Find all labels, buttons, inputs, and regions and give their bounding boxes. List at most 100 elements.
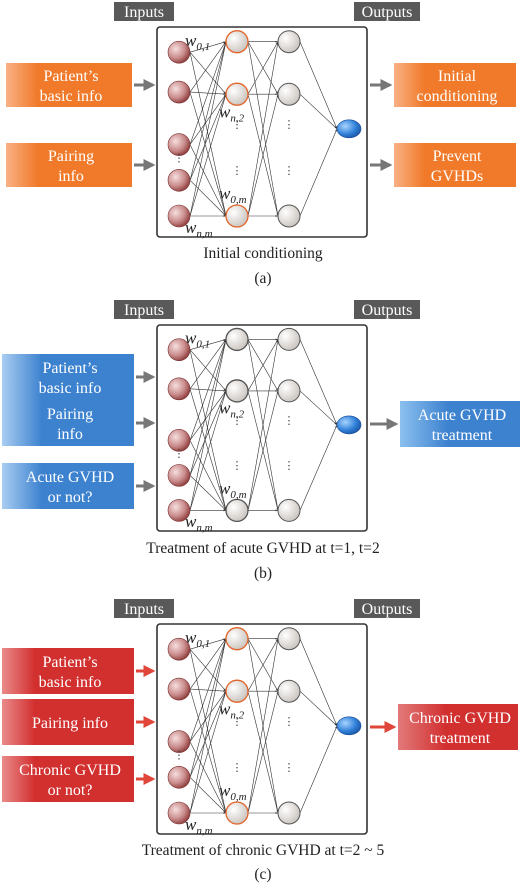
hidden-node-layer1 (225, 679, 249, 703)
edge (189, 41, 227, 181)
input-box-label: Chronic GVHD (19, 762, 121, 779)
edge (189, 638, 227, 690)
input-box-label: or not? (48, 489, 93, 506)
ellipsis-dots: ⋮ (284, 118, 295, 131)
input-node (167, 429, 191, 452)
input-box-label: basic info (39, 674, 102, 691)
input-box-2 (2, 463, 134, 509)
weight-label: w0,m (219, 479, 247, 501)
weight-label: w0,1 (185, 329, 210, 351)
edge (247, 339, 279, 392)
hidden-node-layer2 (277, 379, 301, 403)
edge (299, 424, 338, 511)
hidden-node-layer2 (277, 627, 301, 651)
weight-label: wn,m (185, 815, 213, 837)
hidden-node-layer2 (277, 679, 301, 703)
output-box-label: conditioning (417, 88, 498, 105)
edge (247, 339, 279, 511)
edge (189, 638, 227, 814)
output-box-label: Initial (438, 68, 477, 85)
panel-letter: (a) (254, 270, 271, 287)
input-box-label: info (58, 168, 84, 185)
inputs-header (114, 2, 174, 21)
input-node (167, 637, 191, 661)
input-box-label: Pairing (48, 148, 94, 165)
edge (299, 93, 338, 130)
input-box-1 (2, 699, 134, 745)
edge (189, 649, 227, 814)
weight-label: w0,1 (185, 31, 210, 53)
input-node (167, 801, 191, 825)
hidden-node-layer1 (225, 82, 249, 106)
edge (189, 690, 227, 778)
output-box-label: GVHDs (431, 168, 483, 185)
output-box-label: treatment (432, 427, 493, 444)
hidden-node-layer1 (225, 801, 249, 825)
input-box-label: basic info (40, 88, 103, 105)
weight-label: w0,m (219, 184, 247, 206)
weight-label: w0,1 (185, 628, 210, 650)
ellipsis-dots: ⋮ (284, 761, 295, 774)
input-box-label: Acute GVHD (26, 469, 114, 486)
input-box-label: or not? (48, 782, 93, 799)
input-box-label: info (57, 426, 83, 443)
inputs-header (114, 300, 174, 319)
outputs-header (354, 599, 420, 618)
hidden-node-layer2 (277, 498, 301, 522)
edge (189, 339, 227, 390)
input-box-2 (2, 756, 134, 802)
inputs-header-label: Inputs (124, 601, 164, 618)
panel-caption: Treatment of acute GVHD at t=1, t=2 (146, 540, 379, 557)
edge (247, 93, 279, 217)
output-box-label: Chronic GVHD (409, 710, 511, 727)
outputs-header (354, 300, 420, 319)
weight-label: wn,2 (219, 102, 245, 124)
edge (299, 725, 338, 814)
input-box-label: basic info (39, 380, 102, 397)
ellipsis-dots: ⋮ (284, 164, 295, 177)
hidden-node-layer1 (225, 204, 249, 228)
ellipsis-dots: ⋮ (174, 748, 185, 761)
output-box-label: treatment (430, 730, 491, 747)
edge (189, 93, 227, 181)
edge (189, 349, 227, 511)
edge (299, 690, 338, 727)
output-box-label: Acute GVHD (418, 407, 506, 424)
edge (247, 390, 279, 511)
hidden-node-layer1 (225, 327, 249, 352)
weight-label: wn,2 (219, 699, 245, 721)
edge (189, 390, 227, 511)
output-box-1 (394, 143, 516, 187)
input-node (167, 169, 191, 192)
edge (189, 339, 227, 511)
input-box-0 (6, 63, 132, 107)
edge (247, 41, 279, 95)
output-node (336, 716, 362, 736)
edge (189, 390, 227, 476)
ellipsis-dots: ⋮ (174, 447, 185, 460)
hidden-node-layer2 (277, 327, 301, 351)
output-box-0 (394, 63, 516, 107)
edge (299, 638, 338, 727)
edge (189, 41, 227, 217)
edge (189, 690, 227, 814)
input-box-0 (2, 648, 134, 694)
weight-label: w0,m (219, 781, 247, 803)
edge (299, 390, 338, 426)
edge (189, 52, 227, 95)
input-node (167, 464, 191, 487)
edge (189, 649, 227, 692)
input-node (167, 40, 191, 64)
network-frame (156, 324, 368, 532)
input-box-label: Pairing (47, 406, 93, 423)
edge (299, 128, 338, 217)
input-node (167, 204, 191, 228)
edge (189, 339, 227, 351)
ellipsis-dots: ⋮ (232, 459, 243, 472)
edge (189, 638, 227, 778)
ellipsis-dots: ⋮ (232, 118, 243, 131)
ellipsis-dots: ⋮ (174, 151, 185, 164)
hidden-node-layer1 (225, 30, 249, 54)
